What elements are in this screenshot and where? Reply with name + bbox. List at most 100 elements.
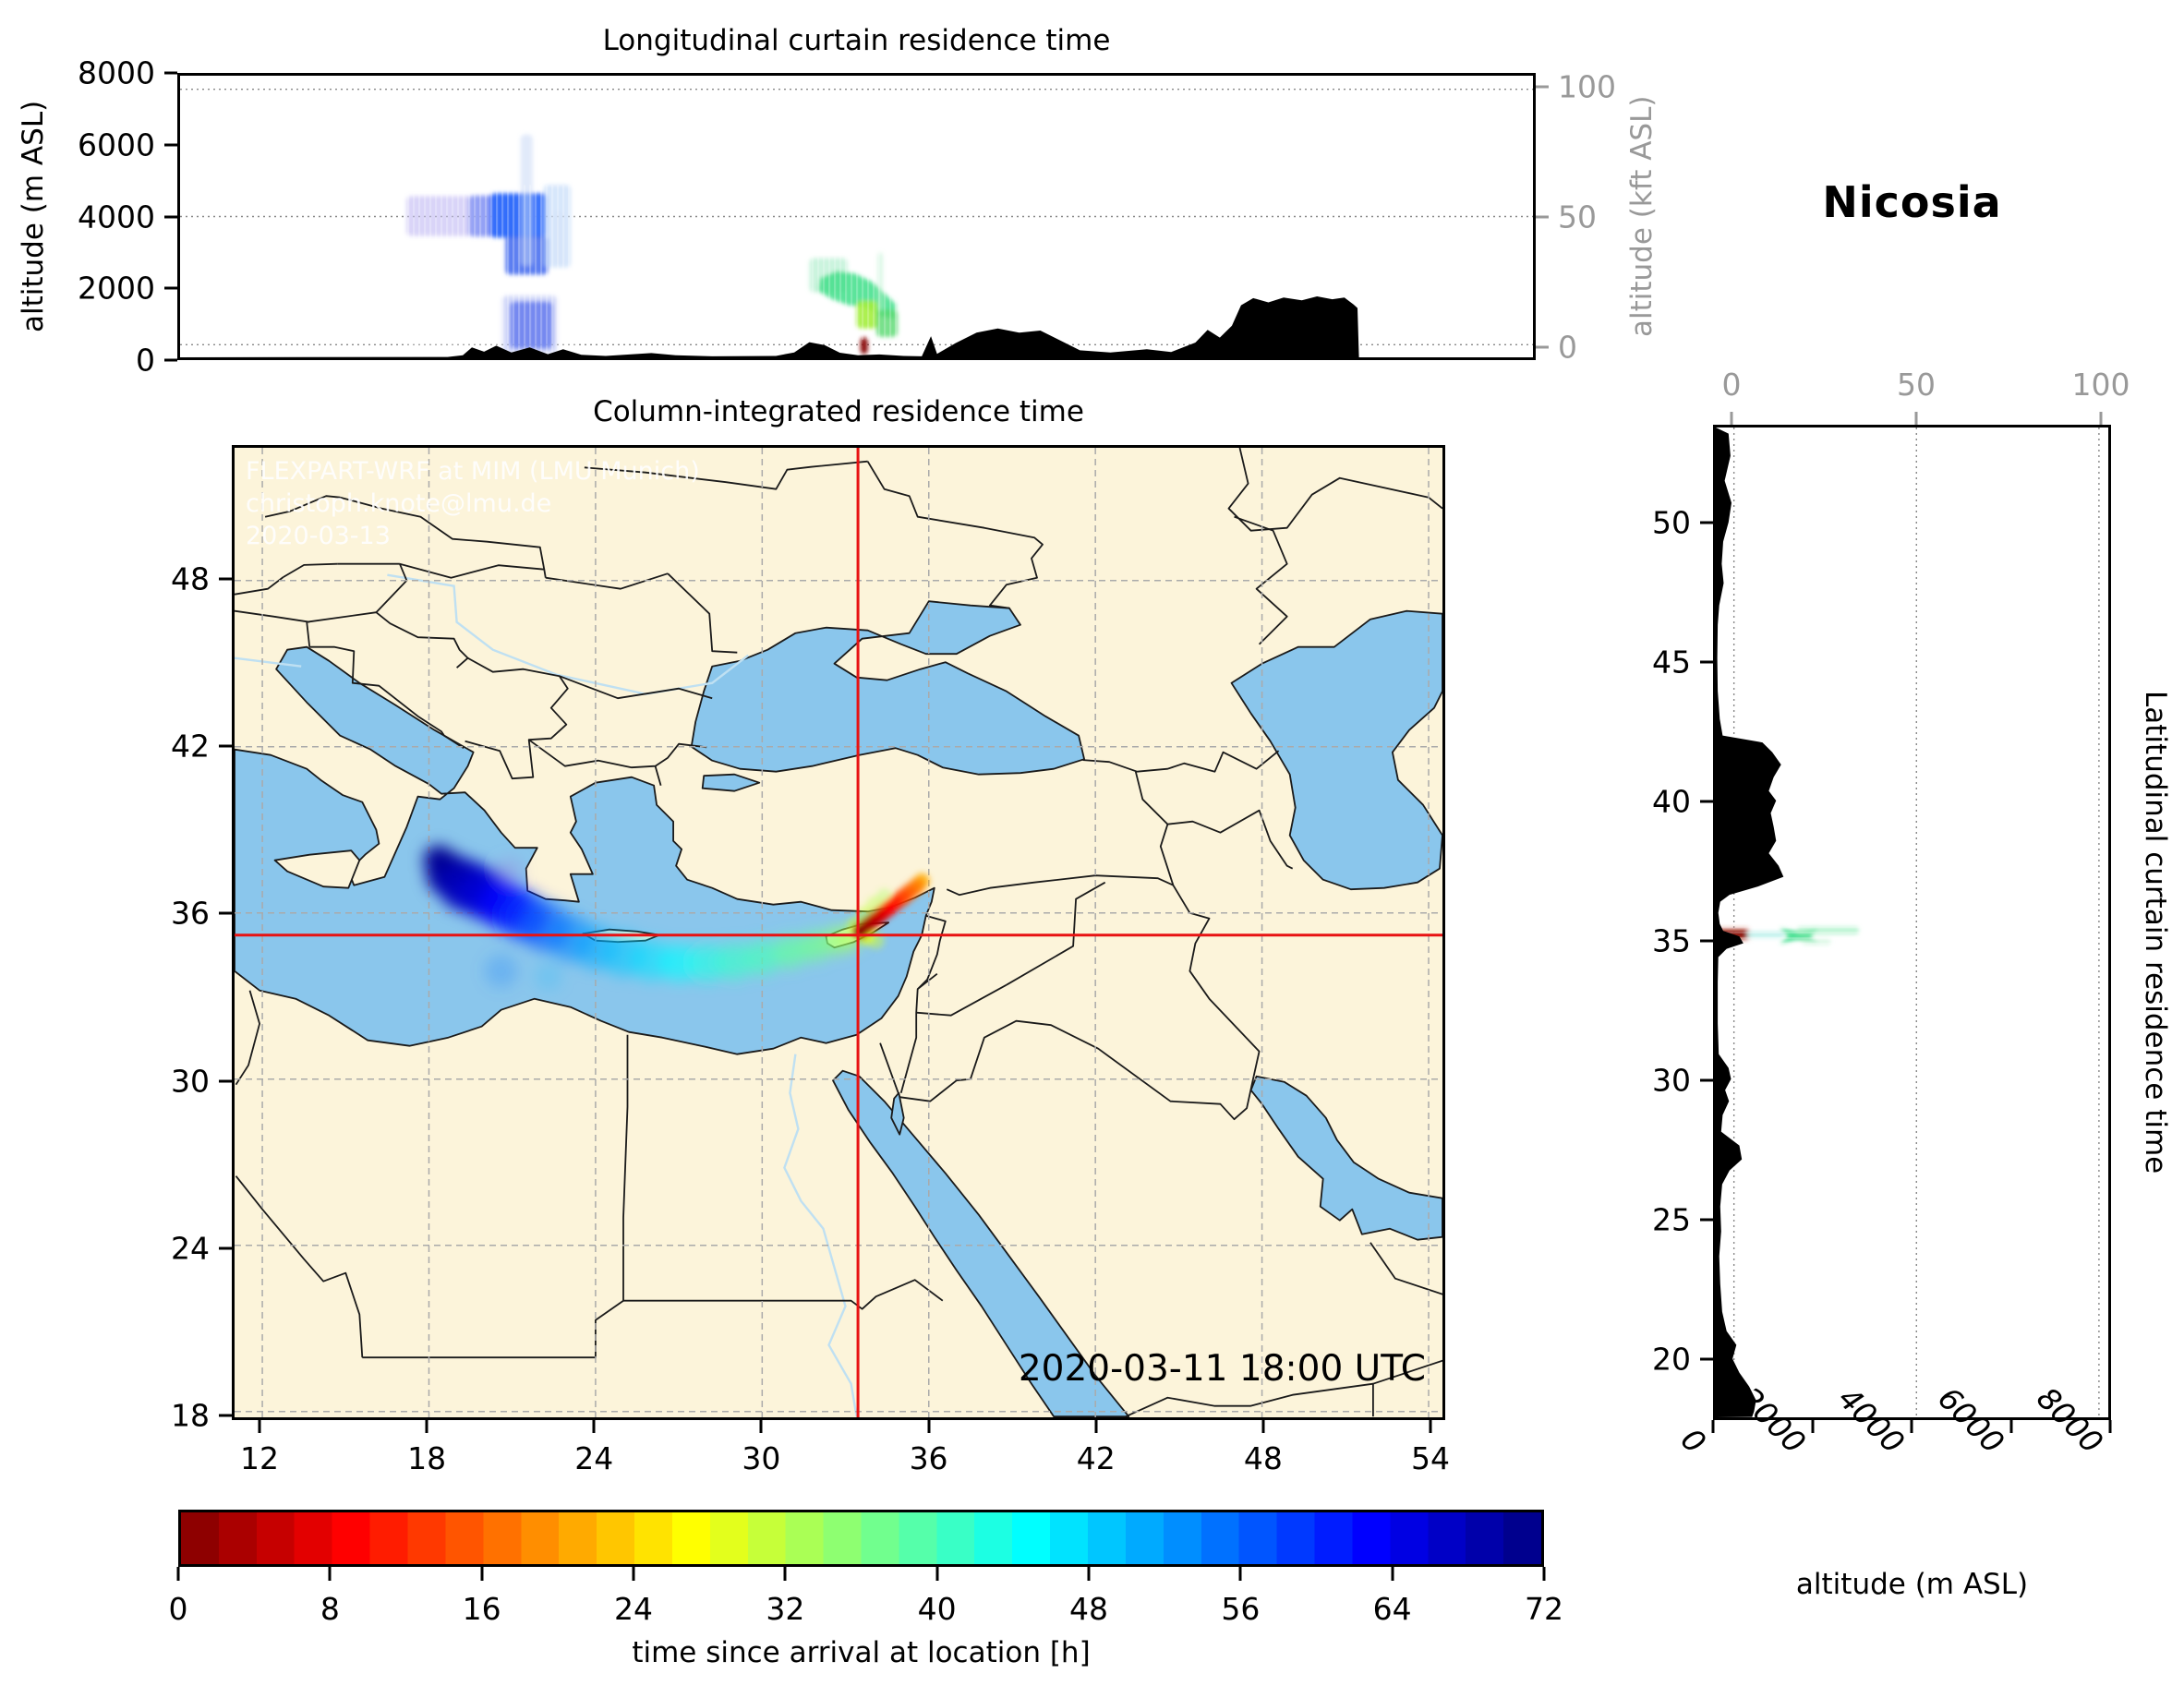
tick-mark (1261, 1420, 1265, 1433)
tick-label: 18 (171, 1397, 210, 1434)
tick-mark (1542, 1567, 1546, 1581)
tick-label: 12 (240, 1440, 279, 1476)
tick-label: 25 (1652, 1201, 1691, 1238)
tick-label: 50 (1558, 199, 1597, 235)
latitudinal-curtain-plot (1716, 428, 2100, 1417)
tick-label: 8000 (78, 54, 155, 91)
tick-mark (164, 143, 177, 147)
time-colorbar (178, 1510, 1544, 1567)
tick-mark (1811, 1420, 1814, 1433)
tick-label: 40 (1652, 783, 1691, 820)
tick-mark (1914, 412, 1918, 425)
tick-label: 32 (766, 1591, 805, 1627)
tick-mark (632, 1567, 635, 1581)
tick-mark (425, 1420, 428, 1433)
tick-label: 30 (171, 1063, 210, 1100)
tick-mark (1700, 800, 1713, 803)
tick-label: 2000 (78, 270, 155, 307)
right-panel-xlabel: altitude (m ASL) (1795, 1568, 2029, 1601)
tick-mark (1536, 85, 1549, 89)
tick-label: 24 (574, 1440, 614, 1476)
tick-mark (164, 215, 177, 218)
colorbar-axis: 0 8 16 24 32 40 48 56 64 72 (169, 1567, 1563, 1641)
tick-label: 40 (917, 1591, 957, 1627)
tick-label: 0 (1558, 329, 1577, 366)
tick-mark (1711, 1420, 1715, 1433)
tick-label: 0 (136, 342, 155, 379)
tick-label: 48 (1069, 1591, 1108, 1627)
tick-mark (164, 71, 177, 75)
tick-label: 56 (1221, 1591, 1261, 1627)
tick-mark (783, 1567, 787, 1581)
tick-mark (1087, 1567, 1091, 1581)
station-title: Nicosia (1822, 177, 2002, 227)
top-panel-yaxis-right: 100 50 0 (1536, 69, 1647, 366)
map-xaxis: 12 18 24 30 36 42 48 54 (240, 1420, 1450, 1494)
tick-label: 20 (1652, 1341, 1691, 1378)
latitudinal-curtain-panel (1713, 425, 2111, 1420)
tick-label: 35 (1652, 922, 1691, 959)
map-panel: FLEXPART-WRF at MIM (LMU Munich) christo… (232, 445, 1445, 1420)
tick-mark (219, 744, 232, 748)
tick-label: 42 (171, 728, 210, 765)
tick-label: 18 (407, 1440, 447, 1476)
tick-mark (1391, 1567, 1394, 1581)
tick-mark (1700, 939, 1713, 943)
tick-label: 48 (171, 560, 210, 597)
tick-mark (2009, 1420, 2012, 1433)
tick-mark (176, 1567, 180, 1581)
tick-mark (2099, 412, 2103, 425)
right-panel-xaxis: 0 2000 4000 6000 8000 (1674, 1380, 2112, 1540)
tick-mark (219, 577, 232, 581)
top-panel-yaxis: 8000 6000 4000 2000 0 (0, 55, 177, 379)
tick-mark (480, 1567, 484, 1581)
top-panel-title: Longitudinal curtain residence time (602, 24, 1111, 57)
tick-label: 42 (1076, 1440, 1116, 1476)
tick-label: 4000 (78, 199, 155, 235)
watermark-line-1: FLEXPART-WRF at MIM (LMU Munich) (246, 457, 700, 486)
tick-mark (1700, 1357, 1713, 1361)
tick-mark (219, 1414, 232, 1417)
tick-mark (1910, 1420, 1913, 1433)
longitudinal-curtain-plot (180, 89, 1533, 357)
map-yaxis: 48 42 36 30 24 18 (0, 561, 232, 1434)
tick-mark (935, 1567, 939, 1581)
tick-label: 36 (909, 1440, 948, 1476)
tick-mark (927, 1420, 931, 1433)
tick-label: 72 (1525, 1591, 1563, 1627)
right-panel-yaxis: 50 45 40 35 30 25 20 (1551, 505, 1713, 1378)
tick-label: 50 (1897, 367, 1936, 403)
tick-mark (1700, 1218, 1713, 1222)
longitudinal-curtain-panel (177, 73, 1536, 360)
tick-label: 6000 (78, 126, 155, 163)
tick-label: 16 (462, 1591, 501, 1627)
tick-label: 45 (1652, 644, 1691, 680)
tick-mark (219, 1079, 232, 1083)
tick-mark (2108, 1420, 2112, 1433)
tick-label: 30 (742, 1440, 781, 1476)
map-title: Column-integrated residence time (593, 395, 1084, 428)
map-plot (235, 448, 1442, 1417)
tick-label: 30 (1652, 1062, 1691, 1099)
tick-label: 0 (1721, 367, 1742, 403)
tick-mark (1700, 521, 1713, 524)
tick-label: 50 (1652, 504, 1691, 541)
tick-mark (1730, 412, 1733, 425)
tick-label: 8 (320, 1591, 340, 1627)
right-panel-label: Latitudinal curtain residence time (2139, 691, 2172, 1174)
tick-mark (164, 286, 177, 290)
tick-label: 0 (168, 1591, 188, 1627)
tick-mark (1238, 1567, 1242, 1581)
tick-mark (219, 911, 232, 915)
tick-mark (328, 1567, 332, 1581)
tick-mark (219, 1246, 232, 1250)
tick-label: 24 (614, 1591, 653, 1627)
tick-label: 64 (1372, 1591, 1412, 1627)
watermark: FLEXPART-WRF at MIM (LMU Munich) christo… (246, 455, 700, 552)
watermark-line-3: 2020-03-13 (246, 522, 391, 551)
tick-label: 100 (2071, 367, 2130, 403)
tick-label: 36 (171, 895, 210, 932)
tick-label: 100 (1558, 68, 1616, 105)
tick-mark (759, 1420, 763, 1433)
